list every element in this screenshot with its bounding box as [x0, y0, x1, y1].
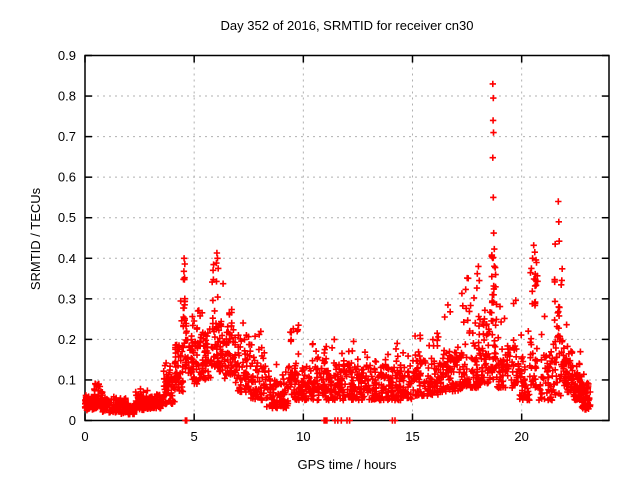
- y-tick-label: 0.4: [58, 251, 76, 266]
- y-tick-label: 0.5: [58, 210, 76, 225]
- x-tick-label: 5: [191, 429, 198, 444]
- x-tick-label: 10: [296, 429, 310, 444]
- x-axis-label: GPS time / hours: [297, 457, 397, 472]
- x-tick-label: 20: [514, 429, 528, 444]
- y-tick-label: 0.9: [58, 48, 76, 63]
- y-tick-label: 0.1: [58, 372, 76, 387]
- y-tick-label: 0.6: [58, 170, 76, 185]
- x-tick-label: 15: [405, 429, 419, 444]
- y-tick-label: 0.2: [58, 332, 76, 347]
- y-tick-label: 0.3: [58, 291, 76, 306]
- y-axis-label: SRMTID / TECUs: [28, 187, 43, 291]
- y-tick-label: 0.7: [58, 129, 76, 144]
- x-tick-label: 0: [81, 429, 88, 444]
- chart-title: Day 352 of 2016, SRMTID for receiver cn3…: [220, 18, 474, 33]
- y-tick-label: 0: [69, 413, 76, 428]
- scatter-points-srmtid: [81, 80, 594, 424]
- y-tick-label: 0.8: [58, 89, 76, 104]
